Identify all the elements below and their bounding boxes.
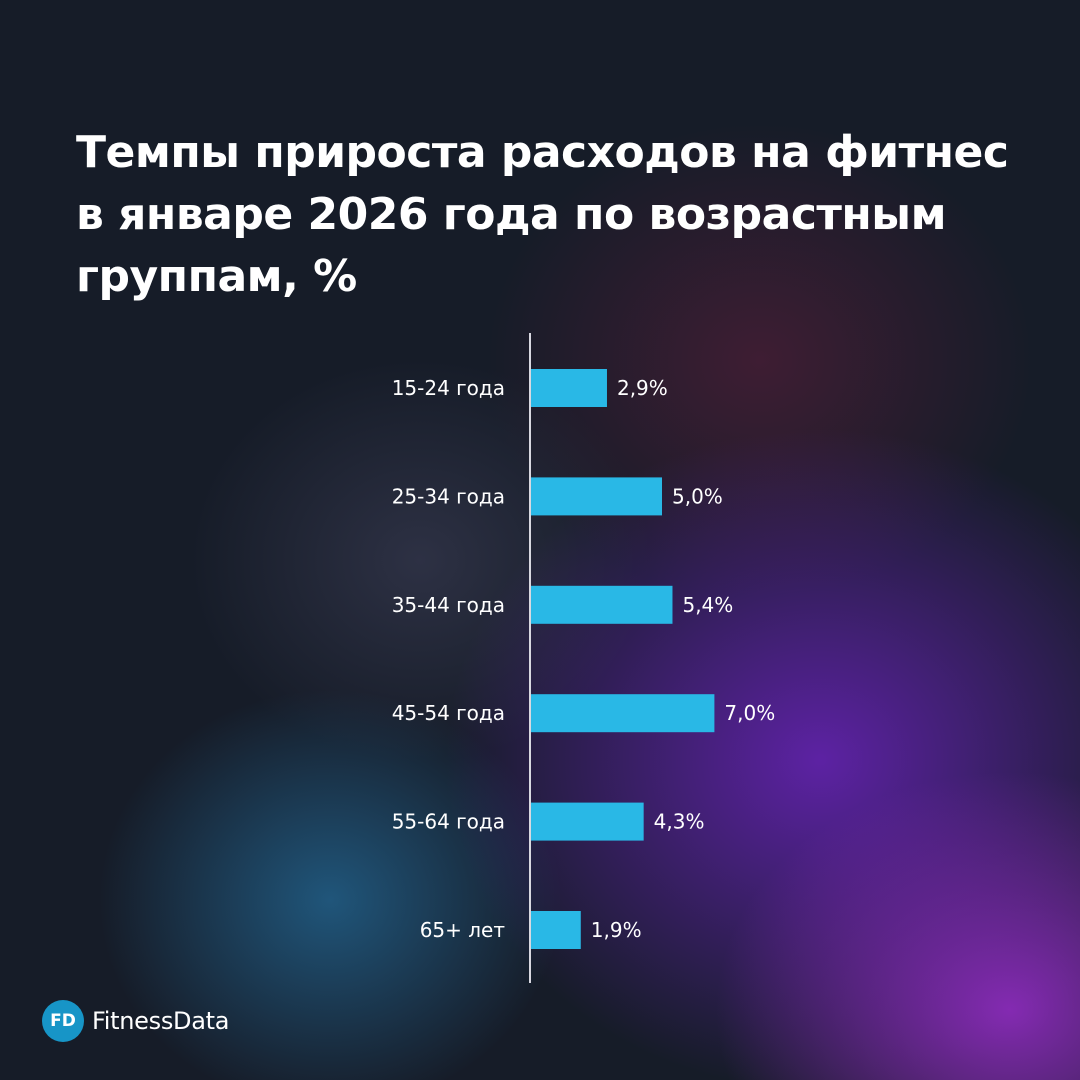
value-label: 2,9% [617,376,668,400]
bar [531,585,673,624]
bar [531,911,581,949]
value-label: 7,0% [724,701,775,725]
chart-title: Темпы прироста расходов на фитнес в янва… [76,127,1009,302]
bar [531,477,662,516]
brand-logo: FD FitnessData [42,999,229,1043]
category-label: 45-54 года [392,701,505,725]
category-label: 65+ лет [420,918,506,942]
logo-mark-icon: FD [42,1000,84,1042]
value-label: 1,9% [591,918,642,942]
bar [531,802,644,841]
value-label: 5,0% [672,484,723,508]
category-label: 15-24 года [392,376,505,400]
value-label: 5,4% [682,593,733,617]
category-label: 55-64 года [392,810,505,834]
category-label: 25-34 года [392,484,505,508]
logo-name: FitnessData [92,1007,230,1035]
bar [531,694,715,733]
value-label: 4,3% [654,810,705,834]
category-label: 35-44 года [392,593,505,617]
bar [531,369,607,407]
